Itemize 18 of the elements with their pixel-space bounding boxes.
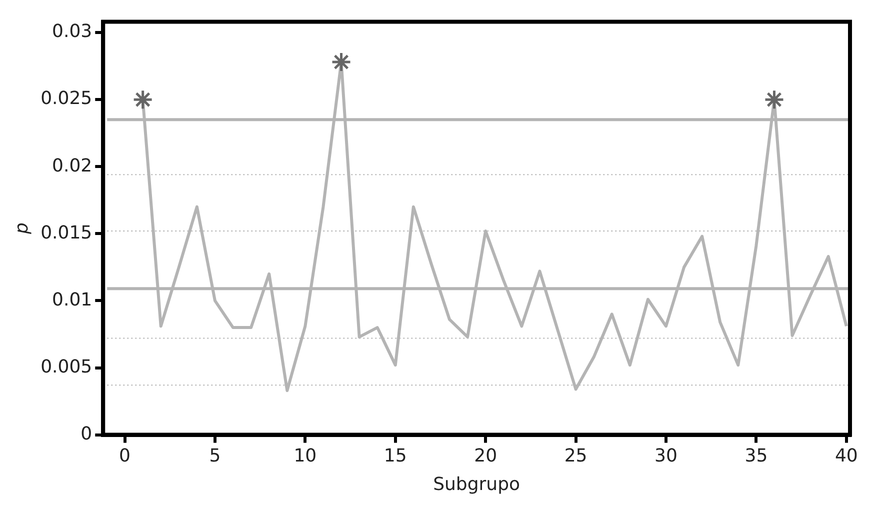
x-tick-label: 10 <box>294 445 317 466</box>
y-tick-label: 0.015 <box>40 222 92 244</box>
y-tick-label: 0.005 <box>40 356 92 378</box>
x-tick-label: 30 <box>654 445 678 466</box>
x-tick-label: 35 <box>744 445 768 466</box>
y-tick-label: 0 <box>80 423 92 444</box>
y-tick-label: 0.01 <box>52 289 92 310</box>
y-axis-title: p <box>11 222 32 236</box>
x-tick-label: 20 <box>474 445 498 466</box>
x-tick-label: 15 <box>384 445 407 466</box>
x-tick-label: 0 <box>119 445 131 466</box>
y-tick-label: 0.025 <box>40 88 92 110</box>
x-tick-label: 25 <box>564 445 588 466</box>
x-tick-label: 5 <box>209 445 221 466</box>
x-axis-title: Subgrupo <box>433 474 520 495</box>
y-tick-label: 0.03 <box>52 21 92 42</box>
y-tick-label: 0.02 <box>52 155 92 176</box>
x-tick-label: 40 <box>834 445 858 466</box>
